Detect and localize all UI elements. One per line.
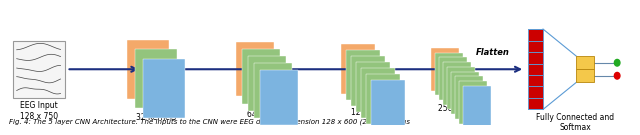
- Bar: [463, 86, 491, 128]
- Bar: [356, 62, 390, 112]
- Bar: [528, 29, 543, 40]
- Circle shape: [614, 59, 620, 66]
- Bar: [431, 48, 459, 91]
- Bar: [236, 42, 274, 96]
- Text: Conv 3
128 Kernels: Conv 3 128 Kernels: [351, 98, 396, 117]
- Bar: [528, 98, 543, 109]
- Text: EEG Input
128 x 750: EEG Input 128 x 750: [20, 101, 58, 121]
- Text: Conv 4
256 Kernels: Conv 4 256 Kernels: [438, 94, 483, 114]
- Bar: [366, 74, 400, 124]
- Text: Fig. 4: The 5 layer CNN Architecture. The inputs to the CNN were EEG data of dim: Fig. 4: The 5 layer CNN Architecture. Th…: [9, 118, 410, 125]
- Bar: [361, 68, 395, 118]
- Bar: [577, 69, 595, 82]
- Bar: [577, 56, 595, 69]
- Bar: [454, 76, 483, 119]
- Bar: [260, 70, 298, 125]
- Bar: [351, 56, 385, 106]
- Text: Conv 1
32 Kernels: Conv 1 32 Kernels: [136, 102, 177, 122]
- Bar: [528, 63, 543, 75]
- Bar: [248, 56, 286, 111]
- Bar: [443, 62, 470, 105]
- Circle shape: [614, 72, 620, 79]
- Text: Conv 2
64 Kernels: Conv 2 64 Kernels: [247, 100, 287, 119]
- Bar: [242, 49, 280, 104]
- Bar: [528, 52, 543, 63]
- Bar: [435, 53, 463, 95]
- Bar: [528, 87, 543, 98]
- Bar: [341, 44, 375, 94]
- Bar: [371, 80, 405, 130]
- Bar: [528, 75, 543, 87]
- Bar: [459, 81, 486, 124]
- Bar: [13, 41, 65, 98]
- Bar: [136, 49, 177, 108]
- Text: Fully Connected and
Softmax: Fully Connected and Softmax: [536, 113, 614, 132]
- Bar: [451, 72, 479, 114]
- Bar: [528, 40, 543, 52]
- Bar: [143, 59, 186, 118]
- Bar: [346, 50, 380, 100]
- Bar: [254, 63, 292, 118]
- Bar: [127, 40, 170, 99]
- Text: Flatten: Flatten: [476, 48, 510, 57]
- Bar: [439, 57, 467, 100]
- Bar: [447, 67, 475, 109]
